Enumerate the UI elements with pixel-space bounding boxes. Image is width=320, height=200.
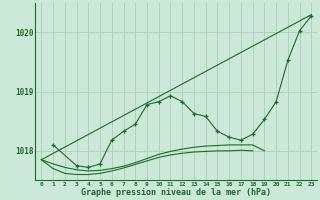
X-axis label: Graphe pression niveau de la mer (hPa): Graphe pression niveau de la mer (hPa) bbox=[81, 188, 271, 197]
